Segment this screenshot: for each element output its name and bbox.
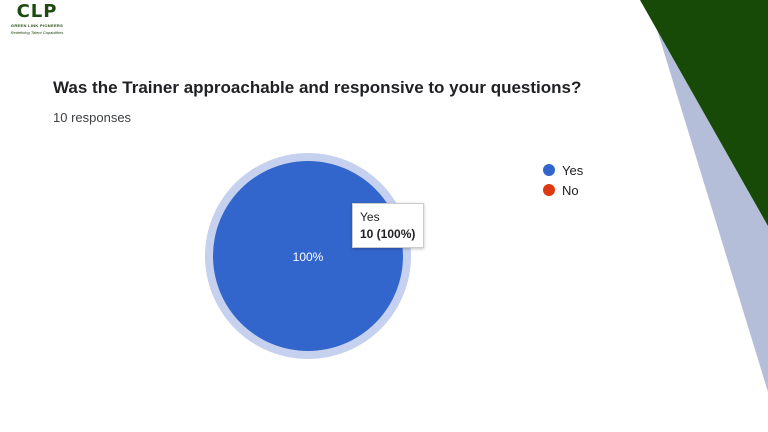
tooltip-label: Yes — [360, 210, 380, 224]
logo-text: CLP — [16, 1, 58, 22]
legend-dot-yes — [543, 164, 555, 176]
slice-label: 100% — [293, 250, 324, 264]
green-triangle — [640, 0, 768, 226]
logo-name: GREEN LINK PIONEERS — [10, 23, 64, 28]
question-title: Was the Trainer approachable and respons… — [53, 78, 582, 97]
logo: CLP GREEN LINK PIONEERS Redefining Talen… — [4, 2, 70, 36]
response-count: 10 responses — [53, 110, 132, 125]
tooltip: Yes 10 (100%) — [352, 203, 425, 248]
legend-label: No — [562, 182, 579, 198]
legend-item-no[interactable]: No — [543, 180, 583, 200]
legend: Yes No — [543, 160, 583, 200]
logo-tagline: Redefining Talent Capabilities — [10, 30, 64, 35]
legend-dot-no — [543, 184, 555, 196]
tooltip-value: 10 (100%) — [360, 227, 416, 241]
legend-item-yes[interactable]: Yes — [543, 160, 583, 180]
legend-label: Yes — [562, 162, 584, 178]
